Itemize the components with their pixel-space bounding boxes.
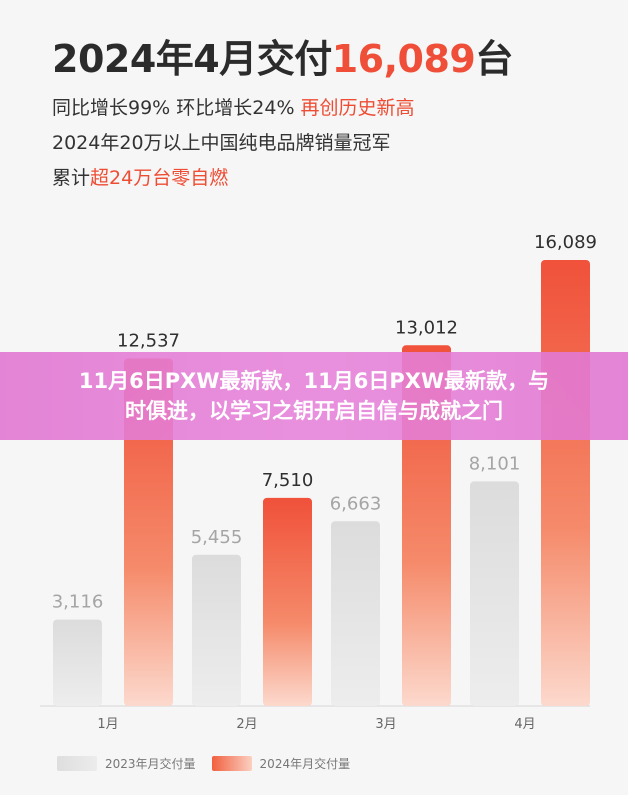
growth-text: 同比增长99% 环比增长24%	[52, 97, 301, 119]
bars-group: 3,116 12,537 1月 5,455 7,510 2月 6,663 13,012 3月 8,…	[52, 232, 597, 732]
banner-line-2: 时俱进，以学习之钥开启自信与成就之门	[125, 399, 503, 423]
x-tick-label-1: 1月	[97, 717, 118, 732]
bar-2023-3	[331, 521, 380, 706]
legend-item-2023: 2023年月交付量	[57, 755, 196, 772]
legend-item-2024: 2024年月交付量	[211, 755, 351, 772]
value-label-2024-1: 12,537	[117, 330, 180, 351]
headline-prefix: 2024年4月交付	[52, 37, 332, 81]
banner-line-1: 11月6日PXW最新款，11月6日PXW最新款，与	[78, 369, 550, 393]
headline-highlight: 16,089	[331, 37, 476, 81]
value-label-2023-2: 5,455	[191, 527, 243, 548]
bar-2023-1	[53, 619, 102, 706]
cumulative-highlight: 超24万台零自燃	[90, 167, 229, 189]
legend-swatch-2024	[211, 755, 252, 771]
value-label-2023-1: 3,116	[52, 592, 104, 613]
bar-2023-4	[470, 481, 519, 706]
cumulative-line: 累计超24万台零自燃	[52, 163, 228, 190]
x-tick-label-3: 3月	[375, 717, 396, 732]
chart-headline: 2024年4月交付16,089台	[52, 28, 513, 83]
value-label-2024-4: 16,089	[534, 232, 597, 253]
x-tick-label-2: 2月	[236, 717, 257, 732]
value-label-2023-3: 6,663	[330, 493, 382, 514]
value-label-2023-4: 8,101	[469, 453, 521, 474]
growth-line: 同比增长99% 环比增长24% 再创历史新高	[52, 93, 415, 120]
overlay-banner: 11月6日PXW最新款，11月6日PXW最新款，与 时俱进，以学习之钥开启自信与…	[0, 352, 628, 440]
bar-2023-2	[192, 554, 241, 706]
legend-label-2024: 2024年月交付量	[259, 756, 351, 771]
value-label-2024-3: 13,012	[395, 317, 458, 338]
legend-swatch-2023	[57, 755, 97, 771]
bar-2024-4	[541, 260, 590, 706]
legend-label-2023: 2023年月交付量	[105, 756, 196, 771]
headline-suffix: 台	[475, 37, 513, 81]
bar-2024-2	[263, 497, 312, 706]
champion-line: 2024年20万以上中国纯电品牌销量冠军	[52, 132, 391, 154]
bar-2024-1	[124, 358, 173, 706]
x-tick-label-4: 4月	[514, 717, 535, 732]
legend: 2023年月交付量 2024年月交付量	[57, 752, 366, 774]
value-label-2024-2: 7,510	[262, 470, 314, 491]
record-highlight: 再创历史新高	[300, 97, 415, 119]
cumulative-text: 累计	[52, 167, 91, 189]
